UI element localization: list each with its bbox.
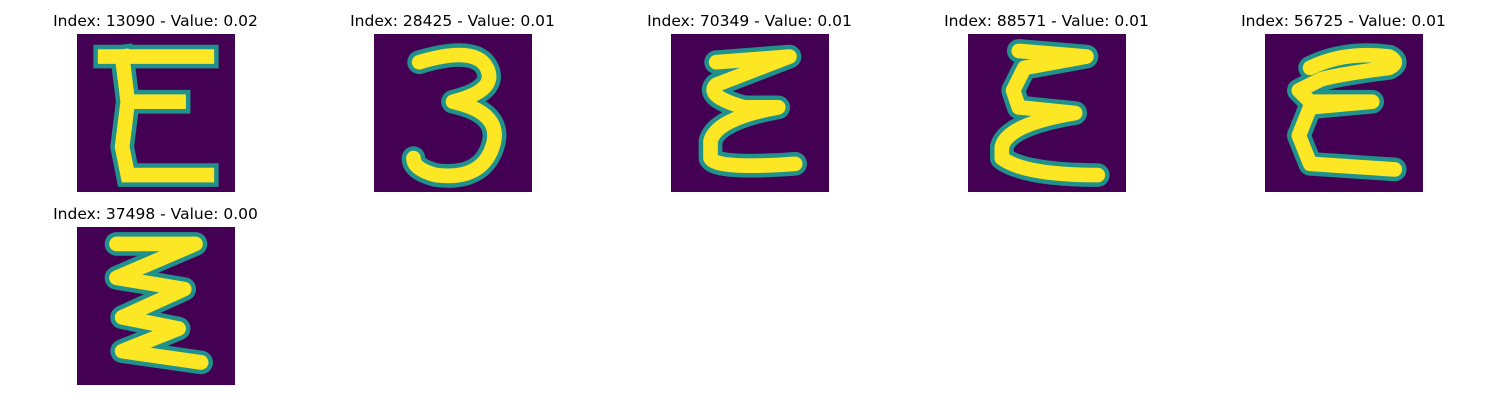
digit-image-zigzag bbox=[77, 227, 235, 385]
panel-title: Index: 70349 - Value: 0.01 bbox=[647, 12, 852, 30]
image-panel: Index: 13090 - Value: 0.02 bbox=[7, 12, 304, 194]
image-panel: Index: 28425 - Value: 0.01 bbox=[304, 12, 601, 194]
panel-title: Index: 88571 - Value: 0.01 bbox=[944, 12, 1149, 30]
digit-image-e bbox=[1265, 34, 1423, 192]
digit-image-3 bbox=[374, 34, 532, 192]
panel-title: Index: 28425 - Value: 0.01 bbox=[350, 12, 555, 30]
digit-image-e bbox=[77, 34, 235, 192]
image-panel: Index: 56725 - Value: 0.01 bbox=[1195, 12, 1492, 194]
digit-image-epsilon bbox=[968, 34, 1126, 192]
digit-image-epsilon bbox=[671, 34, 829, 192]
panel-title: Index: 13090 - Value: 0.02 bbox=[53, 12, 258, 30]
image-panel: Index: 37498 - Value: 0.00 bbox=[7, 205, 304, 387]
panel-title: Index: 56725 - Value: 0.01 bbox=[1241, 12, 1446, 30]
panel-title: Index: 37498 - Value: 0.00 bbox=[53, 205, 258, 223]
image-panel: Index: 70349 - Value: 0.01 bbox=[601, 12, 898, 194]
image-panel: Index: 88571 - Value: 0.01 bbox=[898, 12, 1195, 194]
